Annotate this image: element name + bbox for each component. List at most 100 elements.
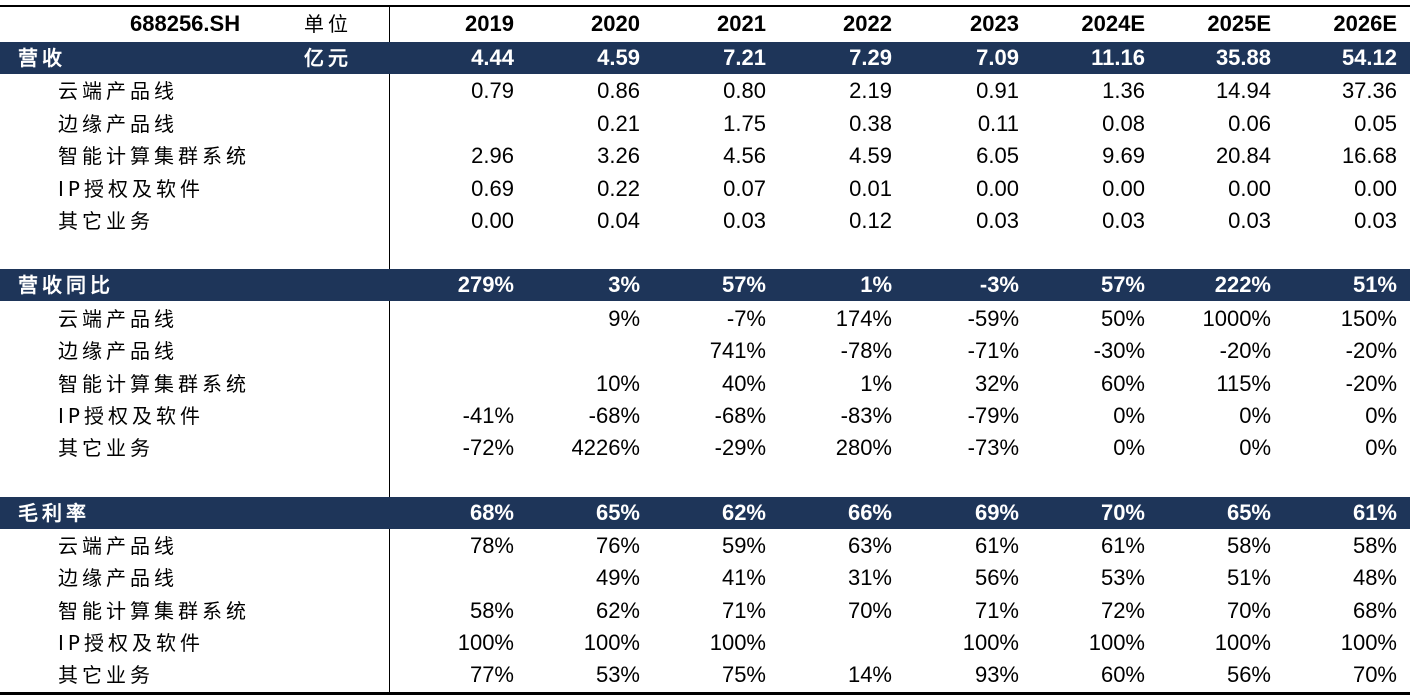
cell-value: 0.05 xyxy=(1354,111,1397,136)
cell-value: 2.19 xyxy=(849,78,892,103)
cell-value: 20.84 xyxy=(1215,143,1271,168)
cell-value: 0.01 xyxy=(849,176,892,201)
cell-value: 56% xyxy=(974,565,1019,590)
total-value: 7.09 xyxy=(976,45,1019,70)
total-value: 65% xyxy=(1226,500,1271,525)
cell-value: 0.03 xyxy=(1354,208,1397,233)
cell-value: -59% xyxy=(967,306,1019,331)
year-header: 2022 xyxy=(843,11,892,36)
total-value: 69% xyxy=(974,500,1019,525)
cell-value: 0% xyxy=(1113,435,1145,460)
row-label: 智能计算集群系统 xyxy=(58,144,250,168)
table-row: 智能计算集群系统 2.96 3.26 4.56 4.59 6.05 9.69 2… xyxy=(0,140,1410,172)
row-label: 其它业务 xyxy=(58,436,154,460)
cell-value xyxy=(404,303,514,335)
table-bottom-rule xyxy=(0,692,1410,695)
cell-value: 0.21 xyxy=(597,111,640,136)
ticker-label: 688256.SH xyxy=(130,11,241,36)
cell-value: 0% xyxy=(1113,403,1145,428)
cell-value xyxy=(530,335,640,367)
row-label: 智能计算集群系统 xyxy=(58,599,250,623)
cell-value: 0.86 xyxy=(597,78,640,103)
cell-value: 37.36 xyxy=(1341,78,1397,103)
cell-value: 0% xyxy=(1239,435,1271,460)
year-header: 2023 xyxy=(970,11,1019,36)
total-value: 4.44 xyxy=(471,45,514,70)
cell-value: 0.22 xyxy=(597,176,640,201)
cell-value: 0.91 xyxy=(976,78,1019,103)
cell-value: 0% xyxy=(1365,403,1397,428)
cell-value: 50% xyxy=(1100,306,1145,331)
cell-value: 0.03 xyxy=(976,208,1019,233)
total-value: 62% xyxy=(721,500,766,525)
cell-value: 77% xyxy=(469,662,514,687)
cell-value: 2.96 xyxy=(471,143,514,168)
total-value: 70% xyxy=(1100,500,1145,525)
year-header: 2021 xyxy=(717,11,766,36)
cell-value: 14% xyxy=(847,662,892,687)
cell-value: 75% xyxy=(721,662,766,687)
cell-value: -83% xyxy=(840,403,892,428)
cell-value: 1% xyxy=(860,371,892,396)
cell-value: 0.08 xyxy=(1102,111,1145,136)
cell-value: 62% xyxy=(595,598,640,623)
cell-value: 4.56 xyxy=(723,143,766,168)
total-value: 51% xyxy=(1352,272,1397,297)
cell-value: 60% xyxy=(1100,662,1145,687)
total-value: 68% xyxy=(469,500,514,525)
cell-value: 0.38 xyxy=(849,111,892,136)
cell-value: 0.00 xyxy=(976,176,1019,201)
section-title: 营收 xyxy=(18,46,66,70)
cell-value: 0.03 xyxy=(1228,208,1271,233)
total-value: 65% xyxy=(595,500,640,525)
table-column-divider xyxy=(389,7,390,692)
table-top-rule xyxy=(0,5,1410,7)
cell-value: -20% xyxy=(1345,371,1397,396)
cell-value: -7% xyxy=(726,306,766,331)
table-row: 其它业务 -72% 4226% -29% 280% -73% 0% 0% 0% xyxy=(0,432,1410,464)
total-value: -3% xyxy=(979,272,1019,297)
cell-value: 9.69 xyxy=(1102,143,1145,168)
cell-value: 1000% xyxy=(1202,306,1271,331)
cell-value: 10% xyxy=(595,371,640,396)
cell-value: -71% xyxy=(967,338,1019,363)
cell-value: 0.07 xyxy=(723,176,766,201)
cell-value: 53% xyxy=(1100,565,1145,590)
growth-section-row: 营收同比 279% 3% 57% 1% -3% 57% 222% 51% xyxy=(0,269,1410,301)
cell-value: 51% xyxy=(1226,565,1271,590)
section-title: 营收同比 xyxy=(18,273,114,297)
total-value: 66% xyxy=(847,500,892,525)
table-row: 边缘产品线 0.21 1.75 0.38 0.11 0.08 0.06 0.05 xyxy=(0,108,1410,140)
cell-value: 4226% xyxy=(571,435,640,460)
table-row: 边缘产品线 49% 41% 31% 56% 53% 51% 48% xyxy=(0,562,1410,594)
cell-value: 174% xyxy=(835,306,892,331)
cell-value: 58% xyxy=(1226,533,1271,558)
cell-value: 70% xyxy=(1352,662,1397,687)
row-label: 云端产品线 xyxy=(58,534,178,558)
year-header: 2020 xyxy=(591,11,640,36)
cell-value: 31% xyxy=(847,565,892,590)
cell-value: 100% xyxy=(962,630,1019,655)
cell-value: 59% xyxy=(721,533,766,558)
cell-value: 41% xyxy=(721,565,766,590)
section-title: 毛利率 xyxy=(18,501,90,525)
header-row: 688256.SH 单位 2019 2020 2021 2022 2023 20… xyxy=(0,8,1410,40)
row-label: 其它业务 xyxy=(58,663,154,687)
table-row: 云端产品线 78% 76% 59% 63% 61% 61% 58% 58% xyxy=(0,530,1410,562)
cell-value: 150% xyxy=(1340,306,1397,331)
row-label: IP授权及软件 xyxy=(58,631,204,655)
margin-section-row: 毛利率 68% 65% 62% 66% 69% 70% 65% 61% xyxy=(0,497,1410,529)
cell-value: 100% xyxy=(1340,630,1397,655)
total-value: 57% xyxy=(721,272,766,297)
total-value: 222% xyxy=(1214,272,1271,297)
cell-value: 280% xyxy=(835,435,892,460)
cell-value: 93% xyxy=(974,662,1019,687)
total-value: 35.88 xyxy=(1215,45,1271,70)
total-value: 57% xyxy=(1100,272,1145,297)
unit-header: 单位 xyxy=(304,12,352,36)
cell-value: 14.94 xyxy=(1215,78,1271,103)
cell-value: 1.75 xyxy=(723,111,766,136)
cell-value: 70% xyxy=(847,598,892,623)
total-value: 1% xyxy=(860,272,892,297)
cell-value: 0.06 xyxy=(1228,111,1271,136)
